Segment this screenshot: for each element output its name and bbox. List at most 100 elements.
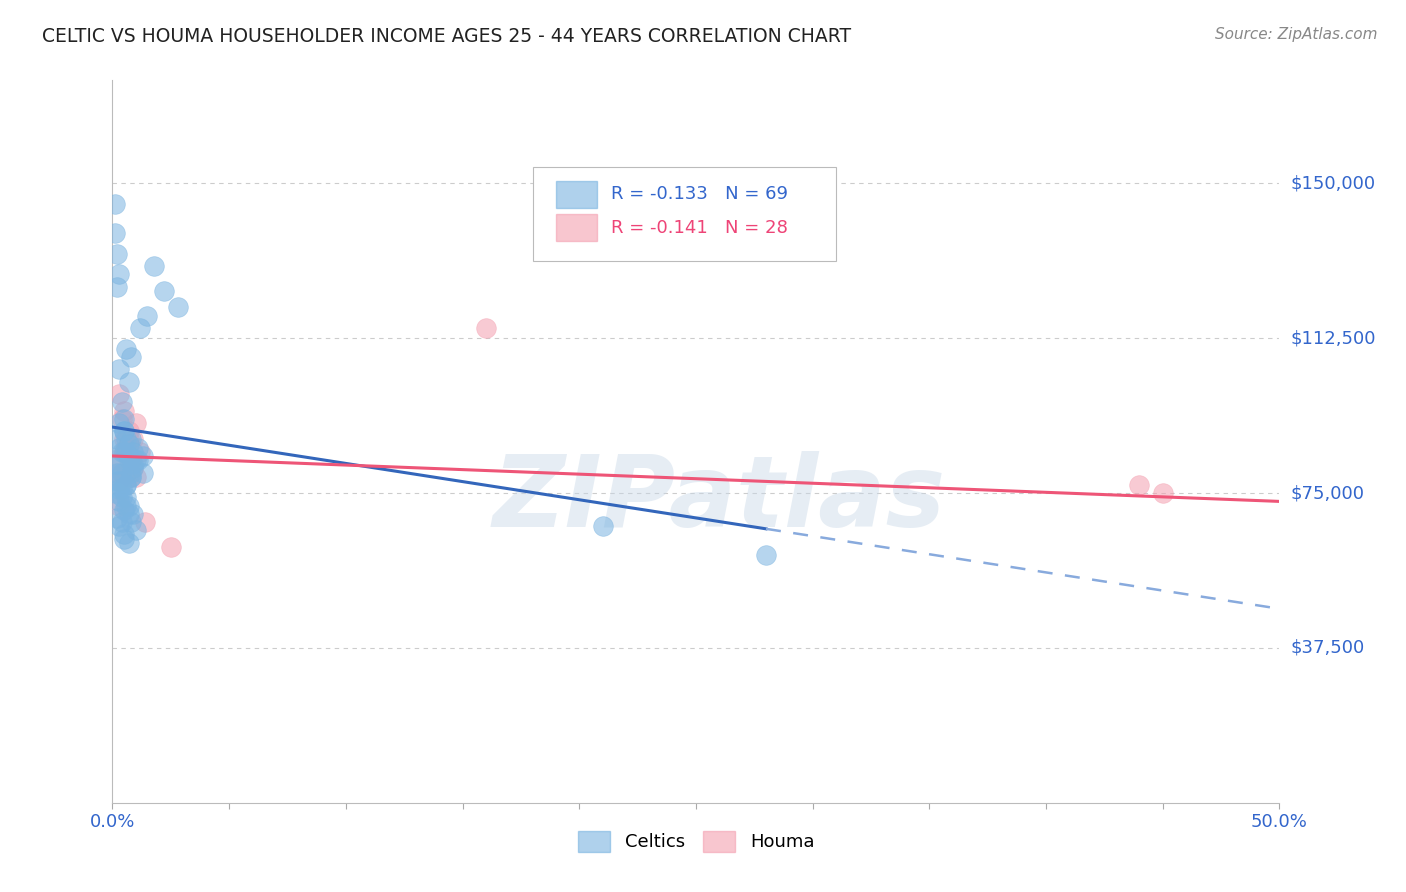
Point (132, 466, 155, 480)
Point (111, 515, 134, 529)
Point (1152, 486, 1174, 500)
Point (115, 478, 138, 492)
Point (120, 469, 142, 483)
Point (115, 433, 138, 447)
Text: R = -0.133   N = 69: R = -0.133 N = 69 (610, 186, 787, 203)
Point (108, 362, 131, 376)
Legend: Celtics, Houma: Celtics, Houma (571, 823, 821, 859)
Point (108, 441, 131, 455)
Point (129, 321, 152, 335)
Point (104, 457, 127, 471)
Point (108, 482, 131, 496)
Point (112, 502, 135, 516)
Point (120, 453, 142, 467)
Point (118, 469, 141, 483)
Point (127, 453, 149, 467)
Point (122, 461, 145, 475)
Point (118, 507, 141, 521)
Point (115, 499, 138, 513)
Point (118, 424, 141, 438)
Point (122, 461, 145, 475)
Point (104, 197, 127, 211)
Point (115, 441, 138, 455)
Point (105, 279, 128, 293)
Point (111, 395, 134, 409)
Text: CELTIC VS HOUMA HOUSEHOLDER INCOME AGES 25 - 44 YEARS CORRELATION CHART: CELTIC VS HOUMA HOUSEHOLDER INCOME AGES … (42, 27, 851, 45)
Point (104, 486, 127, 500)
Point (105, 246, 128, 260)
Point (111, 490, 134, 504)
Point (115, 342, 138, 356)
Point (112, 527, 135, 541)
Point (111, 412, 134, 426)
Text: R = -0.141   N = 28: R = -0.141 N = 28 (610, 219, 787, 236)
Point (125, 453, 148, 467)
Text: ZIPatlas: ZIPatlas (492, 450, 946, 548)
Point (108, 494, 131, 508)
Point (108, 416, 131, 430)
Point (134, 515, 156, 529)
Text: $37,500: $37,500 (1291, 639, 1365, 657)
Point (118, 453, 141, 467)
Point (112, 424, 135, 438)
Point (115, 478, 138, 492)
Point (108, 474, 131, 488)
Point (115, 445, 138, 459)
Point (118, 449, 141, 463)
Point (112, 445, 135, 459)
Point (122, 457, 145, 471)
Point (104, 453, 127, 467)
Point (118, 499, 141, 513)
Bar (555, 214, 596, 242)
Point (108, 499, 131, 513)
Point (112, 532, 135, 546)
Point (120, 466, 142, 480)
Point (160, 540, 183, 554)
Point (112, 445, 135, 459)
Point (592, 519, 614, 533)
Point (105, 511, 128, 525)
Text: Source: ZipAtlas.com: Source: ZipAtlas.com (1215, 27, 1378, 42)
Point (115, 466, 138, 480)
Point (153, 284, 176, 298)
Point (166, 301, 188, 315)
Point (108, 474, 131, 488)
Point (112, 403, 135, 417)
Point (105, 466, 128, 480)
Point (122, 507, 145, 521)
Point (475, 321, 498, 335)
Point (120, 350, 142, 364)
Point (1128, 478, 1150, 492)
Point (122, 445, 145, 459)
Point (108, 519, 131, 533)
Point (120, 449, 142, 463)
Point (108, 457, 131, 471)
Point (118, 436, 141, 450)
FancyBboxPatch shape (533, 167, 837, 260)
Point (132, 449, 155, 463)
Point (129, 445, 152, 459)
Point (108, 268, 131, 282)
Point (105, 474, 128, 488)
Point (120, 433, 142, 447)
Point (111, 466, 134, 480)
Point (111, 482, 134, 496)
Point (118, 433, 141, 447)
Point (115, 490, 138, 504)
Point (136, 309, 159, 323)
Point (125, 524, 148, 538)
Point (118, 535, 141, 549)
Point (143, 259, 166, 273)
Point (112, 412, 135, 426)
Point (104, 226, 127, 240)
Point (105, 433, 128, 447)
Text: $112,500: $112,500 (1291, 329, 1376, 347)
Point (120, 469, 142, 483)
Bar (555, 181, 596, 208)
Point (112, 424, 135, 438)
Text: $75,000: $75,000 (1291, 484, 1365, 502)
Point (118, 436, 141, 450)
Point (755, 548, 778, 562)
Point (111, 445, 134, 459)
Text: $150,000: $150,000 (1291, 175, 1375, 193)
